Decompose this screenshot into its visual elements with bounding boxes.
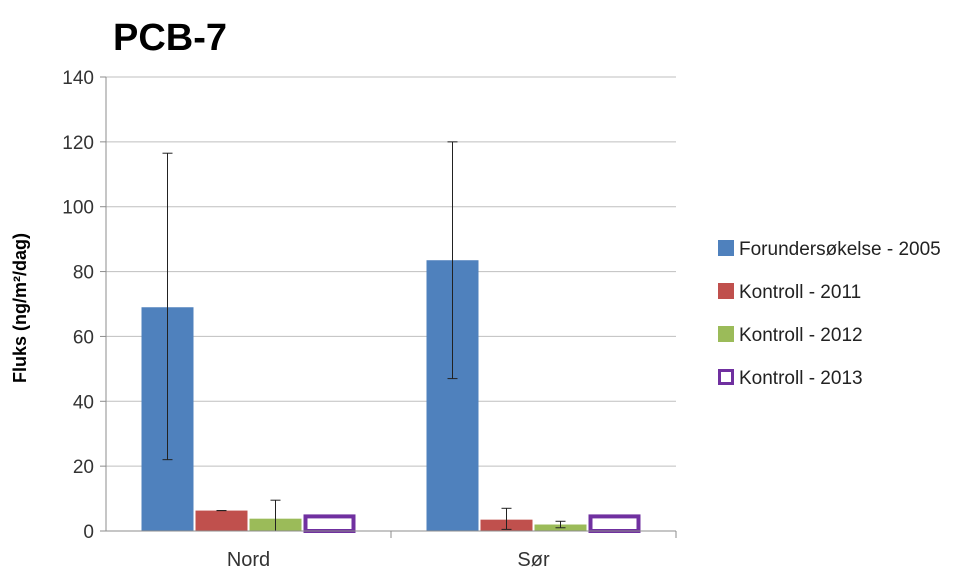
- legend-swatch: [718, 240, 734, 256]
- y-axis-label: Fluks (ng/m²/dag): [10, 233, 30, 383]
- y-tick-label: 40: [73, 392, 94, 413]
- bar: [195, 510, 248, 531]
- y-tick-label: 140: [62, 68, 94, 89]
- legend-swatch: [718, 326, 734, 342]
- error-bars: [162, 141, 566, 532]
- y-tick-label: 20: [73, 457, 94, 478]
- bar: [588, 514, 641, 534]
- legend-swatch: [718, 369, 734, 385]
- chart-title: PCB-7: [113, 17, 227, 59]
- legend-swatch: [718, 283, 734, 299]
- x-axis-categories: Nord Sør: [227, 549, 550, 571]
- y-tick-label: 60: [73, 327, 94, 348]
- y-tick-label: 80: [73, 263, 94, 284]
- legend-label: Kontroll - 2011: [739, 282, 861, 303]
- x-category-label: Nord: [227, 549, 270, 571]
- y-tick-label: 0: [83, 522, 94, 543]
- legend-label: Kontroll - 2012: [739, 325, 863, 346]
- gridlines: [106, 76, 676, 467]
- bars: [141, 260, 641, 534]
- legend-label: Kontroll - 2013: [739, 368, 863, 389]
- legend: Forundersøkelse - 2005 Kontroll - 2011 Kon…: [718, 239, 941, 389]
- bar: [303, 514, 356, 534]
- y-tick-label: 120: [62, 133, 94, 154]
- x-category-label: Sør: [517, 549, 550, 571]
- y-axis-ticks: 0 20 40 60 80 100 120 140: [62, 68, 106, 543]
- legend-label: Forundersøkelse - 2005: [739, 239, 941, 260]
- axes: [105, 77, 677, 538]
- y-tick-label: 100: [62, 198, 94, 219]
